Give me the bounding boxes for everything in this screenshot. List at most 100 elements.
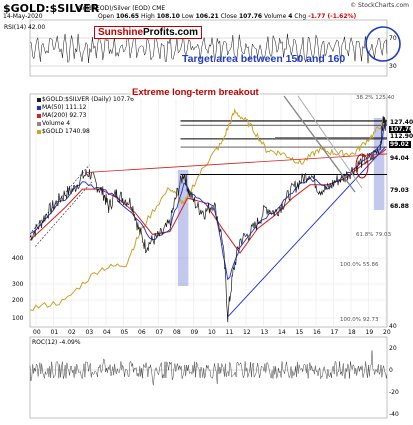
fib-label-1: 61.8% 79.03 bbox=[356, 232, 391, 238]
volume-value: 4 bbox=[288, 13, 293, 20]
roc-legend: ROC(12) -4.09% bbox=[32, 339, 81, 346]
low-label: Low bbox=[181, 13, 194, 20]
y-tick-300: 300 bbox=[12, 281, 24, 288]
roc-tick-3: -20 bbox=[389, 389, 399, 396]
fib-label-0: 38.2% 125.40 bbox=[356, 95, 395, 101]
close-value: 107.76 bbox=[238, 13, 263, 20]
low-value: 106.21 bbox=[195, 13, 219, 20]
open-value: 106.65 bbox=[115, 13, 140, 20]
price-label-bg-3 bbox=[389, 141, 411, 148]
chart-symbol-title: $GOLD:$SILVER bbox=[3, 2, 100, 15]
x-tick-05: 05 bbox=[121, 329, 129, 336]
x-tick-14: 14 bbox=[278, 329, 286, 336]
x-tick-07: 07 bbox=[156, 329, 164, 336]
high-value: 108.10 bbox=[156, 13, 180, 20]
roc-series-line bbox=[29, 350, 388, 386]
sunshine-profits-logo: SunshineProfits.com bbox=[94, 26, 203, 39]
ohlc-readout: Open 106.65 High 108.10 Low 106.21 Close… bbox=[98, 13, 356, 20]
rsi-legend: RSI(14) 42.00 bbox=[4, 24, 45, 31]
legend-price-label: $GOLD:$SILVER (Daily) 107.76 bbox=[42, 96, 134, 103]
price-label-3: 99.02 bbox=[390, 141, 409, 148]
open-label: Open bbox=[98, 13, 115, 20]
logo-part-2: Profits.com bbox=[143, 27, 199, 38]
legend-gold-label: $GOLD 1740.98 bbox=[42, 128, 90, 135]
x-tick-20: 20 bbox=[383, 329, 391, 336]
price-label-bg-6 bbox=[389, 203, 411, 210]
legend-volume-label: Volume 4 bbox=[42, 120, 71, 127]
chart-subtitle: Gold (EOD)/Silver (EOD) CME bbox=[78, 5, 166, 12]
stockcharts-credit: © StockCharts.com bbox=[350, 2, 409, 9]
close-label: Close bbox=[220, 13, 238, 20]
x-tick-17: 17 bbox=[331, 329, 339, 336]
price-label-bg-0 bbox=[389, 119, 411, 126]
price-label-4: 94.04 bbox=[390, 155, 409, 162]
early-channel-lower bbox=[35, 180, 94, 247]
legend-swatch-volume bbox=[37, 121, 41, 126]
price-label-bg-1 bbox=[389, 126, 411, 133]
breakout-annotation: Extreme long-term breakout bbox=[131, 87, 260, 98]
legend-swatch-ma200 bbox=[37, 113, 41, 118]
x-tick-16: 16 bbox=[313, 329, 321, 336]
price-label-6: 68.88 bbox=[390, 203, 409, 210]
chg-value: -1.77 (-1.62%) bbox=[308, 13, 357, 20]
rsi-panel: RSI(14) 42.00 70 30 bbox=[4, 19, 397, 77]
rising-support-line bbox=[227, 146, 386, 318]
fib-label-3: 100.0% 92.73 bbox=[340, 317, 379, 323]
legend-ma50: MA(50) 111.12 bbox=[37, 104, 87, 111]
price-label-bg-2 bbox=[389, 133, 411, 140]
legend-swatch-ma50 bbox=[37, 105, 41, 110]
legend-price: $GOLD:$SILVER (Daily) 107.76 bbox=[37, 96, 134, 103]
volume-label: Volume bbox=[264, 13, 287, 20]
legend-ma50-label: MA(50) 111.12 bbox=[42, 104, 87, 111]
chg-label: Chg bbox=[294, 13, 307, 20]
early-channel-upper bbox=[31, 164, 90, 232]
x-tick-19: 19 bbox=[366, 329, 374, 336]
price-series-line bbox=[29, 115, 387, 323]
x-tick-08: 08 bbox=[173, 329, 181, 336]
x-tick-06: 06 bbox=[138, 329, 146, 336]
breakout-pointer-arrow-2 bbox=[297, 95, 363, 189]
price-label-2: 112.90 bbox=[390, 133, 413, 140]
price-label-bg-5 bbox=[389, 187, 411, 194]
x-tick-13: 13 bbox=[261, 329, 269, 336]
long-term-resistance-line bbox=[85, 153, 388, 173]
logo-part-1: Sunshine bbox=[98, 27, 144, 38]
x-tick-15: 15 bbox=[296, 329, 304, 336]
highlight-band-2008 bbox=[177, 170, 189, 286]
chart-date: 14-May-2020 bbox=[3, 13, 43, 20]
legend-volume: Volume 4 bbox=[37, 120, 70, 127]
price-label-0: 127.40 bbox=[390, 119, 413, 126]
price-label-1: 107.76 bbox=[390, 126, 413, 133]
price-frame bbox=[29, 93, 388, 328]
roc-tick-4: -40 bbox=[389, 411, 399, 418]
highlight-band-2020 bbox=[373, 118, 385, 210]
rsi-series-line bbox=[29, 32, 388, 64]
x-tick-12: 12 bbox=[243, 329, 251, 336]
roc-tick-0: 40 bbox=[389, 323, 397, 330]
price-label-5: 79.03 bbox=[390, 187, 409, 194]
breakout-pointer-arrow bbox=[283, 95, 356, 193]
x-tick-00: 00 bbox=[33, 329, 41, 336]
roc-frame bbox=[29, 336, 388, 419]
y-tick-200: 200 bbox=[12, 297, 24, 304]
x-tick-03: 03 bbox=[86, 329, 94, 336]
x-tick-11: 11 bbox=[226, 329, 234, 336]
x-tick-09: 09 bbox=[191, 329, 199, 336]
fib-label-2: 100.0% 55.86 bbox=[340, 262, 379, 268]
rsi-frame bbox=[29, 19, 388, 77]
high-label: High bbox=[141, 13, 155, 20]
x-tick-02: 02 bbox=[68, 329, 76, 336]
roc-tick-1: 20 bbox=[389, 345, 397, 352]
legend-swatch-gold bbox=[37, 129, 41, 134]
breakout-circle bbox=[355, 153, 369, 179]
x-tick-18: 18 bbox=[348, 329, 356, 336]
x-tick-01: 01 bbox=[51, 329, 59, 336]
legend-gold: $GOLD 1740.98 bbox=[37, 128, 90, 135]
roc-tick-2: 0 bbox=[389, 367, 393, 374]
target-circle bbox=[365, 26, 401, 62]
legend-ma200: MA(200) 92.73 bbox=[37, 112, 87, 119]
gold-series-line bbox=[29, 107, 387, 312]
y-tick-100: 100 bbox=[12, 315, 24, 322]
